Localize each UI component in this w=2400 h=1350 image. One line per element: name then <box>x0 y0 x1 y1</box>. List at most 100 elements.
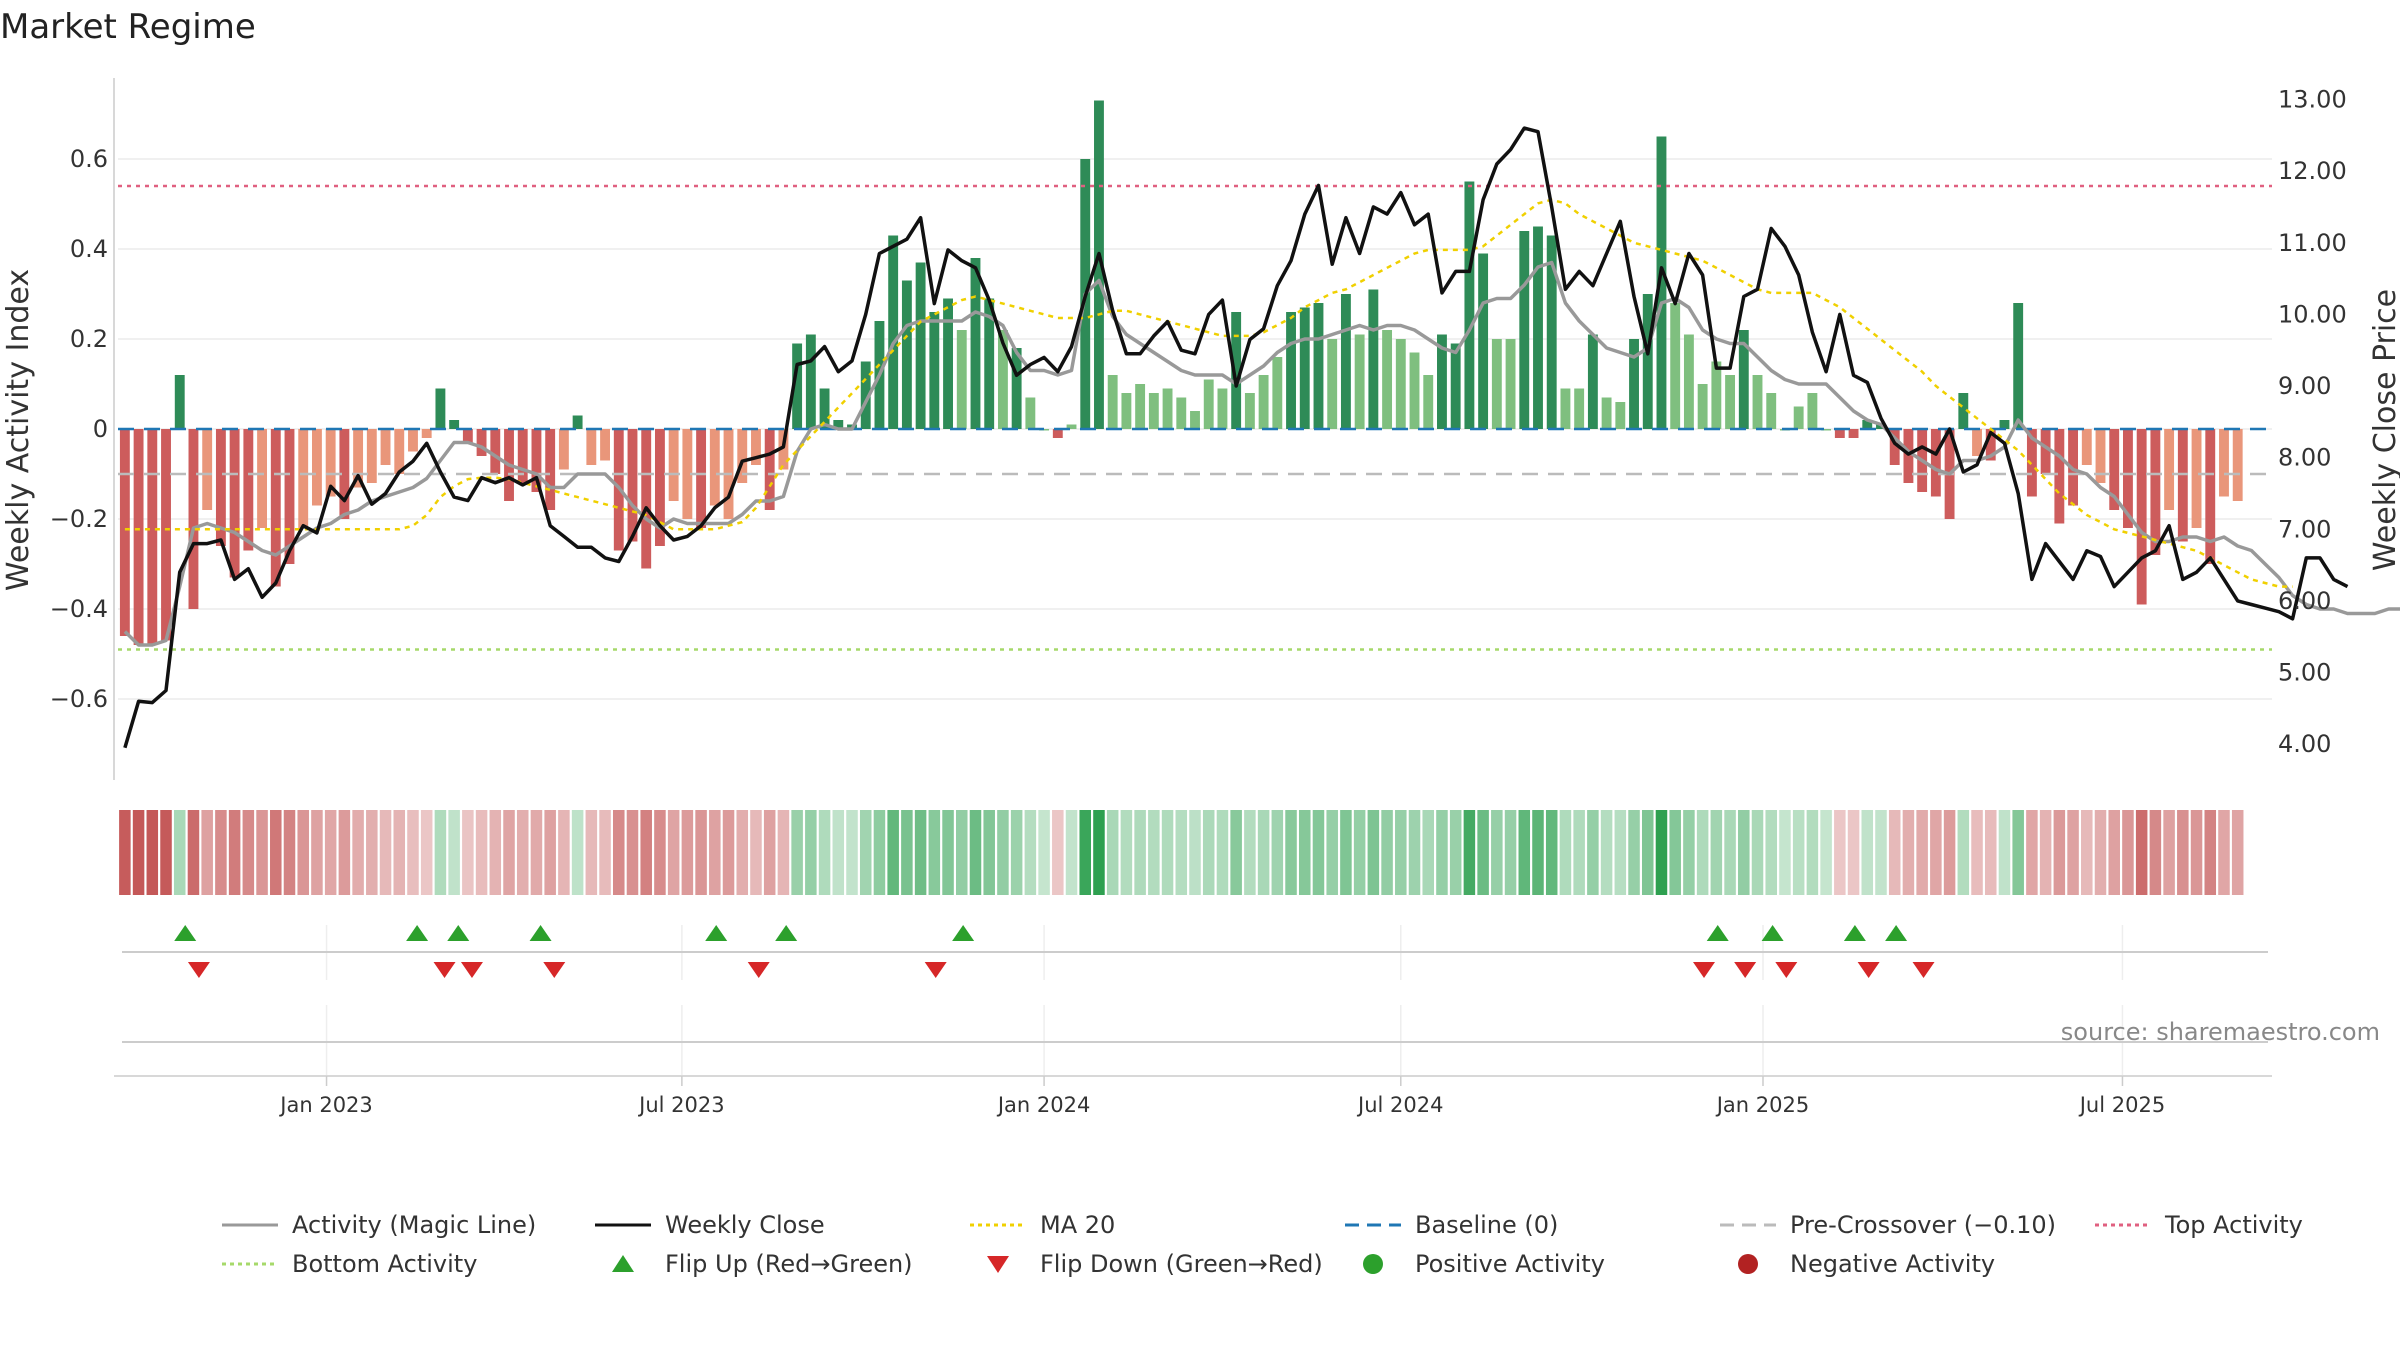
activity-bar <box>545 429 556 510</box>
heat-cell <box>530 810 543 895</box>
heat-cell <box>311 810 323 895</box>
heat-cell <box>420 810 433 895</box>
activity-bar <box>490 429 501 474</box>
empty-bottom-panel <box>122 1005 2268 1075</box>
main-axes: 0.6 0.4 0.2 0 −0.2 −0.4 −0.6 13.00 12.00 11.00 10.… <box>50 78 2347 780</box>
activity-bar <box>929 312 940 429</box>
legend-entry: Flip Up (Red→Green) <box>612 1250 913 1278</box>
heat-cell <box>1779 810 1791 895</box>
heat-cell <box>1559 810 1572 895</box>
legend-label: Pre-Crossover (−0.10) <box>1790 1211 2056 1239</box>
activity-bar <box>435 388 446 429</box>
activity-bar <box>888 235 899 429</box>
activity-bar <box>1052 429 1063 438</box>
heat-cell <box>599 810 611 895</box>
heat-cell <box>558 810 570 895</box>
activity-bar <box>970 258 981 429</box>
heat-cell <box>1285 810 1297 895</box>
activity-bar <box>1834 429 1845 438</box>
activity-bar <box>1546 235 1557 429</box>
activity-bar <box>1683 334 1694 429</box>
activity-bar <box>1354 334 1365 429</box>
legend-entry: Flip Down (Green→Red) <box>987 1250 1323 1278</box>
heat-cell <box>2012 810 2024 895</box>
heat-cell <box>434 810 447 895</box>
activity-bar <box>408 429 418 452</box>
left-tick-label: 0.6 <box>70 145 108 173</box>
activity-bar <box>696 429 707 528</box>
right-tick-label: 5.00 <box>2278 659 2331 687</box>
heat-cell <box>173 810 186 895</box>
right-tick-label: 9.00 <box>2278 372 2331 400</box>
heat-cell <box>1628 810 1640 895</box>
flip-up-marker <box>406 925 429 941</box>
activity-bar <box>1793 406 1804 429</box>
heat-cell <box>1669 810 1681 895</box>
legend-label: Weekly Close <box>665 1211 825 1239</box>
heat-cell <box>1751 810 1764 895</box>
activity-bar <box>997 330 1008 429</box>
heat-cell <box>2135 810 2148 895</box>
heat-cell <box>1600 810 1613 895</box>
heat-cell <box>1847 810 1860 895</box>
heat-cell <box>571 810 584 895</box>
activity-bar <box>1670 303 1681 429</box>
activity-bar <box>1011 348 1022 429</box>
activity-bar <box>778 429 789 470</box>
flip-up-marker <box>705 925 728 941</box>
activity-bar <box>1903 429 1914 483</box>
activity-bar <box>161 429 171 641</box>
heat-cell <box>736 810 749 895</box>
heat-cell <box>338 810 351 895</box>
heat-cell <box>791 810 803 895</box>
heat-cell <box>1902 810 1915 895</box>
heat-cell <box>1916 810 1928 895</box>
right-tick-label: 8.00 <box>2278 444 2331 472</box>
activity-bar <box>751 429 761 465</box>
legend-label: Flip Down (Green→Red) <box>1040 1250 1323 1278</box>
legend-entry: Top Activity <box>2095 1211 2303 1239</box>
activity-bar <box>1738 330 1749 429</box>
flip-up-marker <box>1885 925 1908 941</box>
heat-cell <box>1189 810 1201 895</box>
activity-bar <box>2191 429 2202 528</box>
activity-bar <box>462 429 473 443</box>
heat-cell <box>1010 810 1023 895</box>
activity-bar <box>215 429 226 546</box>
x-tick-label: Jul 2023 <box>637 1093 724 1117</box>
reference-lines <box>118 184 2272 651</box>
activity-bar <box>1862 420 1873 429</box>
activity-bar <box>654 429 665 546</box>
activity-bar <box>1340 294 1351 429</box>
activity-bar <box>805 334 816 429</box>
heat-cell <box>2053 810 2066 895</box>
heat-cell <box>1148 810 1160 895</box>
flip-up-marker <box>775 925 798 941</box>
heat-cell <box>2163 810 2175 895</box>
activity-bar <box>1972 429 1982 456</box>
heat-cell <box>654 810 666 895</box>
activity-bar <box>1478 253 1489 429</box>
activity-bar <box>531 429 542 492</box>
flip-down-marker <box>543 962 566 978</box>
activity-bar <box>1766 393 1777 429</box>
x-tick-label: Jul 2025 <box>2078 1093 2165 1117</box>
heat-cell <box>475 810 488 895</box>
activity-bar <box>1985 429 1996 461</box>
heat-cell <box>366 810 378 895</box>
heat-cell <box>1888 810 1901 895</box>
activity-bar <box>1642 294 1653 429</box>
heat-cell <box>1065 810 1078 895</box>
activity-bar <box>1615 402 1626 429</box>
activity-bar <box>1560 388 1571 429</box>
heat-cell <box>1861 810 1874 895</box>
heat-cell <box>750 810 762 895</box>
activity-bar <box>366 429 377 483</box>
activity-bar <box>943 298 953 429</box>
heat-cell <box>1957 810 1970 895</box>
activity-bar <box>174 375 185 429</box>
heat-cell <box>2204 810 2217 895</box>
heat-cell <box>1806 810 1819 895</box>
heat-cell <box>763 810 776 895</box>
